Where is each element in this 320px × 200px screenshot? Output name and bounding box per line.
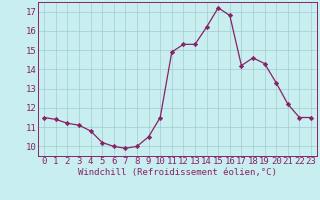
X-axis label: Windchill (Refroidissement éolien,°C): Windchill (Refroidissement éolien,°C) bbox=[78, 168, 277, 177]
